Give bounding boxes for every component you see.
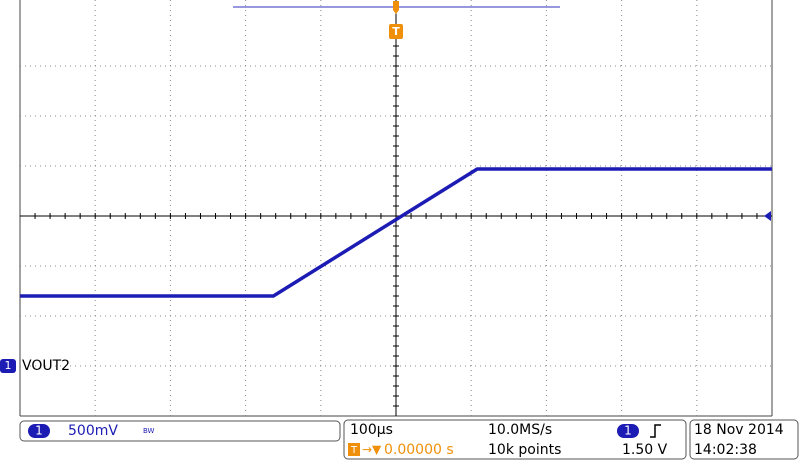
rising-edge-icon bbox=[650, 424, 661, 438]
timebase-box bbox=[343, 419, 687, 460]
trigger-icon bbox=[348, 443, 360, 456]
trigger-channel-badge bbox=[617, 424, 639, 438]
bandwidth: BW bbox=[143, 427, 155, 435]
trigger-pointer bbox=[393, 1, 399, 14]
trigger-marker: T bbox=[392, 25, 400, 38]
trigger-channel: 1 bbox=[624, 424, 632, 438]
level-marker bbox=[764, 211, 771, 221]
channel-badge bbox=[28, 424, 50, 438]
trigger-arrow: →▼ bbox=[362, 443, 382, 457]
ground-marker-number: 1 bbox=[5, 359, 12, 372]
volts-per-div: 500mV bbox=[68, 423, 118, 439]
ground-marker bbox=[0, 359, 16, 373]
trigger-icon-letter: T bbox=[350, 445, 358, 456]
sample-rate: 10.0MS/s bbox=[488, 422, 552, 438]
time: 14:02:38 bbox=[694, 442, 757, 458]
trigger-level: 1.50 V bbox=[622, 442, 668, 458]
channel-box bbox=[19, 420, 341, 442]
trace-name: VOUT2 bbox=[22, 358, 70, 374]
record-length: 10k points bbox=[488, 442, 561, 458]
channel-number: 1 bbox=[35, 424, 43, 438]
trace bbox=[20, 167, 772, 298]
date: 18 Nov 2014 bbox=[694, 422, 784, 438]
trigger-marker-box bbox=[389, 24, 403, 39]
datetime-box bbox=[689, 419, 799, 460]
time-per-div: 100µs bbox=[350, 422, 393, 438]
trigger-position: 0.00000 s bbox=[384, 442, 454, 458]
